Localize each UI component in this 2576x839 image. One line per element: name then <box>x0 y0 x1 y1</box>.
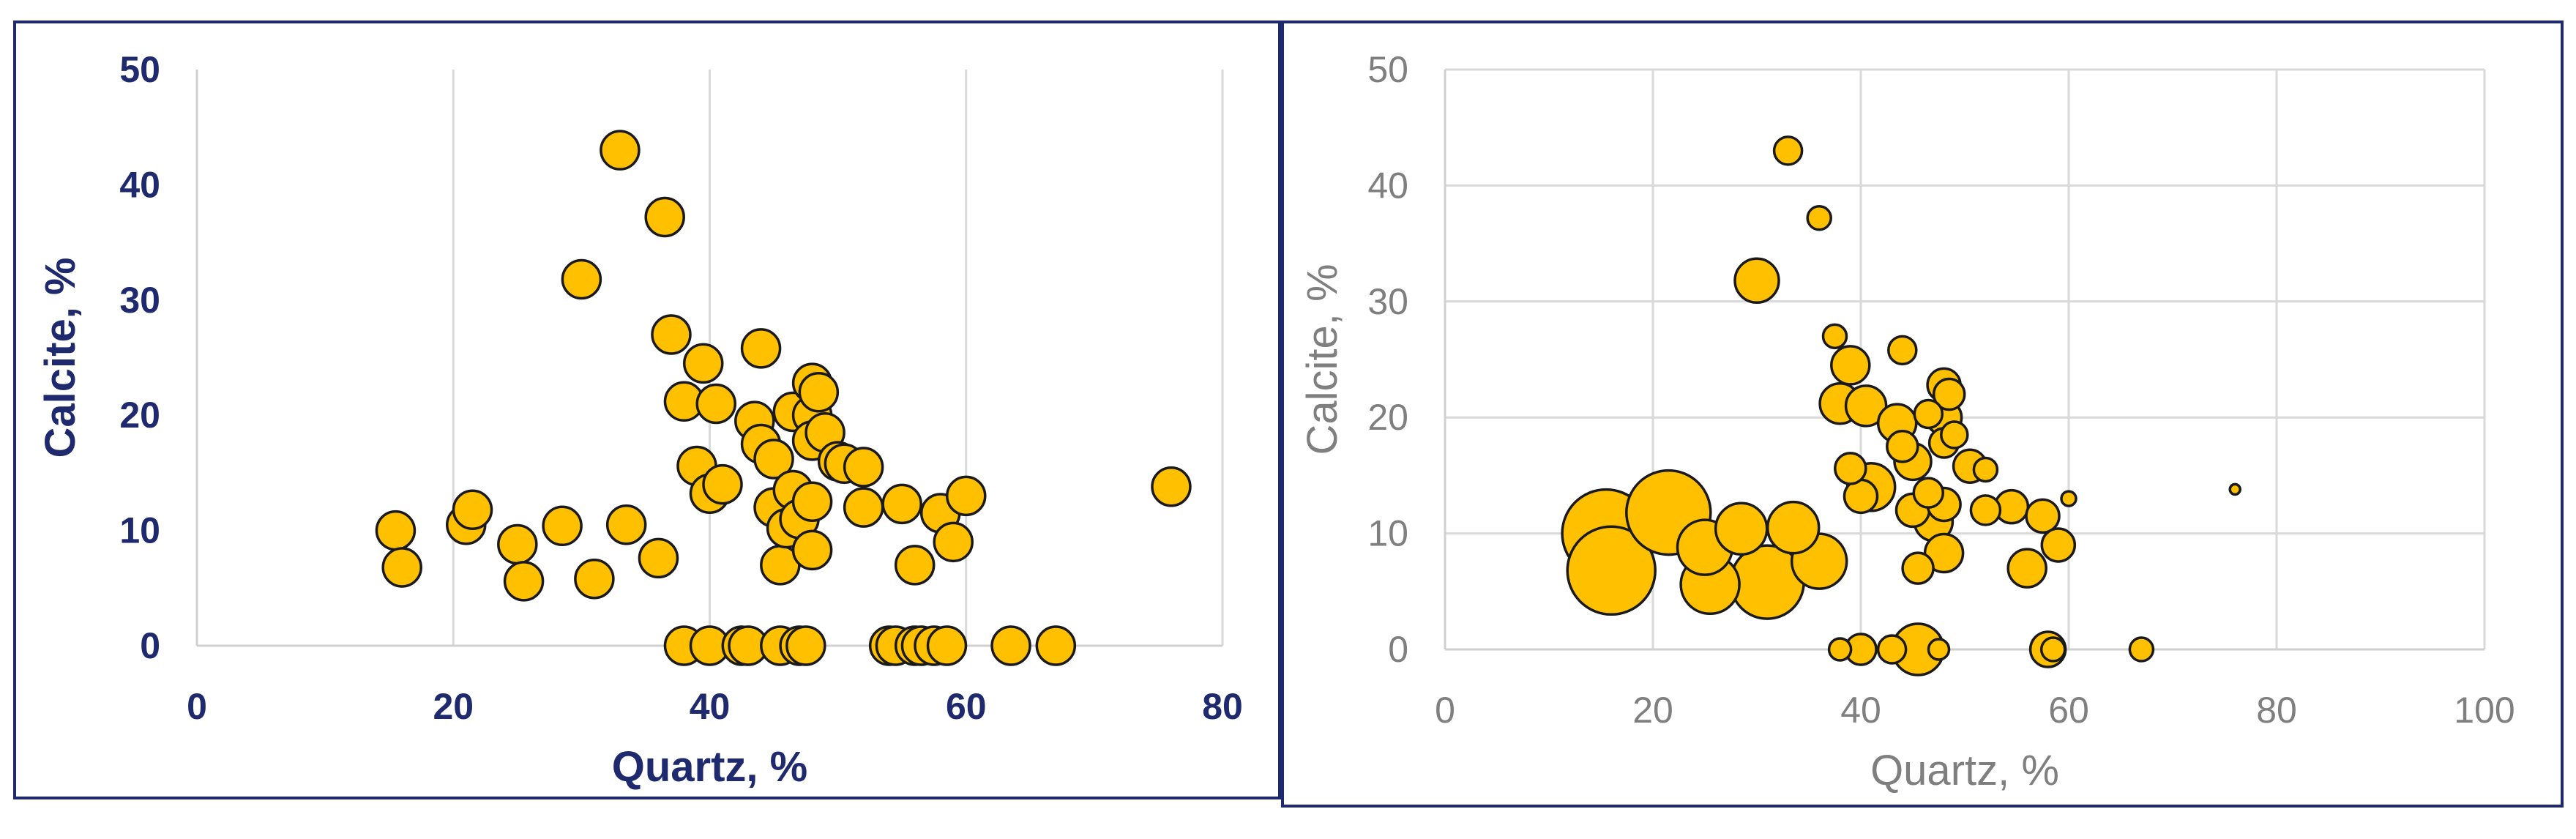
data-point <box>1912 477 1945 509</box>
right-chart-panel: 0 20 40 60 80 100 0 10 20 30 40 50 Quartz, % Calcite,… <box>1281 20 2564 808</box>
data-point <box>561 258 602 300</box>
x-tick-label: 0 <box>187 686 207 727</box>
data-point <box>881 483 922 525</box>
data-point <box>1969 494 2002 526</box>
data-point <box>1035 625 1077 666</box>
data-point <box>1913 398 1944 430</box>
data-point <box>638 537 679 579</box>
data-point <box>740 328 782 369</box>
data-point <box>1886 430 1919 463</box>
data-point <box>1806 205 1832 231</box>
data-point <box>933 521 974 563</box>
y-tick-label: 20 <box>1367 397 1408 438</box>
data-point <box>1876 634 1908 665</box>
data-point <box>2006 548 2047 589</box>
y-tick-label: 50 <box>119 49 160 90</box>
y-tick-label: 0 <box>140 625 160 666</box>
x-tick-label: 60 <box>2048 690 2089 731</box>
y-tick-label: 20 <box>119 395 160 436</box>
data-point <box>990 625 1031 666</box>
data-point <box>1834 452 1867 485</box>
y-tick-label: 30 <box>119 280 160 321</box>
data-point <box>381 547 422 588</box>
data-point <box>651 314 692 355</box>
data-point <box>2060 490 2077 507</box>
data-point <box>1766 500 1821 555</box>
y-tick-label: 0 <box>1388 629 1408 670</box>
x-tick-label: 40 <box>1840 690 1881 731</box>
data-point <box>1714 501 1769 556</box>
data-point <box>2128 636 2155 663</box>
data-point <box>946 475 987 517</box>
data-point <box>1566 525 1657 616</box>
data-point <box>695 383 737 425</box>
left-chart-panel: 0 20 40 60 80 0 10 20 30 40 50 Quartz, % Calcite, % <box>13 20 1281 799</box>
data-point <box>1821 323 1848 350</box>
data-point <box>1932 377 1966 411</box>
x-axis-title: Quartz, % <box>1870 747 2059 794</box>
data-point <box>1927 638 1951 661</box>
data-point <box>1772 135 1804 166</box>
data-point <box>1733 257 1780 305</box>
data-point <box>1830 345 1871 386</box>
data-point <box>1827 637 1853 662</box>
data-point <box>785 625 826 666</box>
data-point <box>2039 636 2067 663</box>
x-tick-label: 20 <box>433 686 474 727</box>
y-tick-label: 50 <box>1367 49 1408 90</box>
left-scatter-chart: 0 20 40 60 80 0 10 20 30 40 50 Quartz, % Calcite, % <box>37 49 1243 791</box>
x-axis-title: Quartz, % <box>612 743 808 791</box>
y-tick-label: 40 <box>1367 165 1408 206</box>
y-axis-title: Calcite, % <box>37 258 84 458</box>
y-tick-label: 10 <box>1367 513 1408 554</box>
x-tick-label: 60 <box>946 686 987 727</box>
data-point <box>1901 551 1935 585</box>
data-point <box>644 196 685 238</box>
data-point <box>843 447 884 488</box>
data-point <box>2040 527 2077 563</box>
y-tick-label: 30 <box>1367 281 1408 322</box>
data-point <box>926 625 968 666</box>
x-tick-label: 80 <box>2256 690 2297 731</box>
x-tick-label: 20 <box>1632 690 1673 731</box>
x-tick-label: 0 <box>1435 690 1455 731</box>
x-tick-label: 80 <box>1202 686 1243 727</box>
data-point <box>1844 384 1888 428</box>
data-point <box>2025 498 2061 534</box>
right-bubble-chart: 0 20 40 60 80 100 0 10 20 30 40 50 Quartz, % Calcite,… <box>1299 49 2515 794</box>
y-tick-label: 10 <box>119 510 160 551</box>
x-tick-label: 100 <box>2454 690 2515 731</box>
data-point <box>605 504 647 545</box>
data-point <box>600 130 641 171</box>
data-point <box>894 545 936 586</box>
data-point <box>682 343 724 384</box>
data-point <box>1151 466 1192 507</box>
data-point <box>791 529 833 571</box>
y-tick-label: 40 <box>119 164 160 205</box>
data-point <box>1972 456 1999 483</box>
data-point <box>375 510 417 551</box>
data-point <box>574 558 615 600</box>
x-tick-label: 40 <box>690 686 731 727</box>
data-point <box>753 439 794 480</box>
data-point <box>497 523 538 565</box>
data-point <box>702 463 743 505</box>
data-point <box>1940 420 1969 450</box>
data-point <box>791 481 833 522</box>
y-axis-title: Calcite, % <box>1299 264 1346 455</box>
data-point <box>1887 335 1918 366</box>
data-point <box>798 371 840 413</box>
data-point <box>2228 482 2241 496</box>
data-point <box>542 505 583 547</box>
data-point <box>503 561 545 602</box>
data-point <box>452 489 493 531</box>
data-point <box>843 487 884 528</box>
